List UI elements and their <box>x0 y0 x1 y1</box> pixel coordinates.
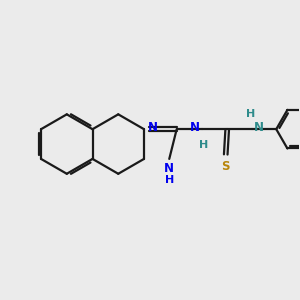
Text: S: S <box>221 160 230 173</box>
Text: N: N <box>254 121 264 134</box>
Text: N: N <box>148 121 158 134</box>
Text: N: N <box>164 163 174 176</box>
Text: H: H <box>199 140 208 150</box>
Text: H: H <box>246 109 256 119</box>
Text: H: H <box>165 175 174 185</box>
Text: N: N <box>190 121 200 134</box>
